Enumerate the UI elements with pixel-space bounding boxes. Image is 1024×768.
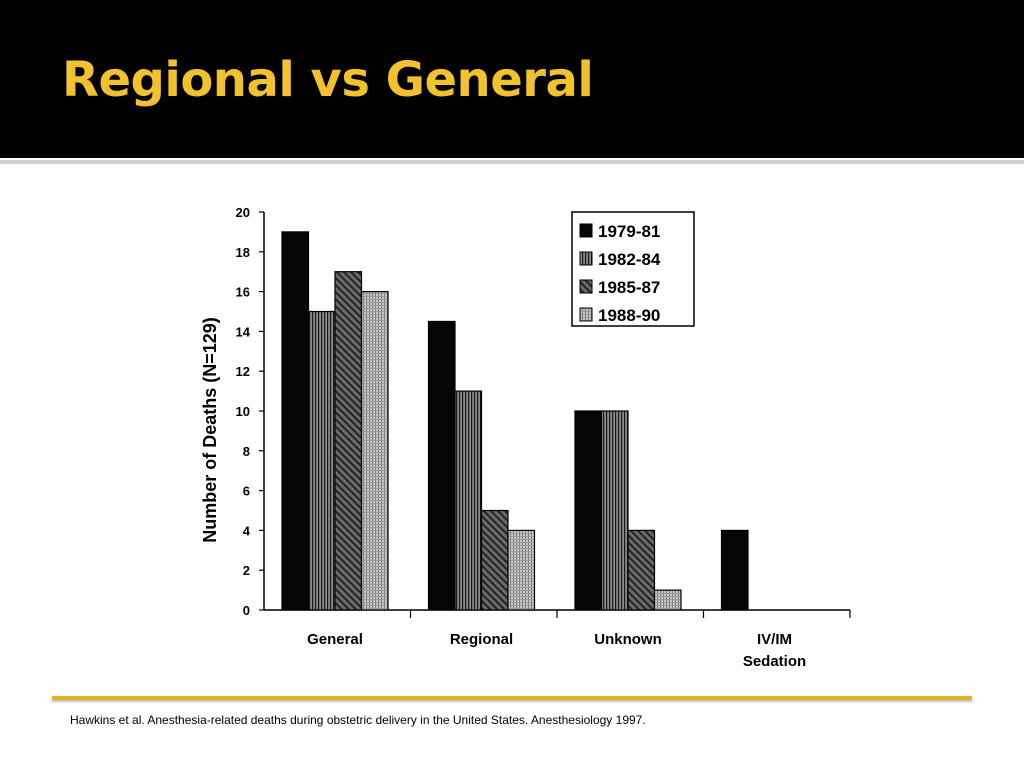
y-tick-label: 14: [236, 324, 251, 339]
y-tick-label: 12: [236, 364, 250, 379]
y-tick-label: 18: [236, 245, 250, 260]
y-tick-label: 4: [243, 523, 251, 538]
y-tick-label: 8: [243, 444, 250, 459]
legend-label: 1982-84: [598, 250, 661, 269]
x-tick-label: General: [307, 631, 363, 648]
legend-swatch: [579, 279, 593, 294]
bar-1979-81-general: [281, 231, 310, 611]
x-tick-label: Unknown: [594, 631, 662, 648]
bar-1982-84-unknown: [600, 410, 629, 611]
bar-1979-81-regional: [427, 320, 456, 611]
y-tick-label: 2: [243, 563, 250, 578]
y-tick-label: 10: [236, 404, 250, 419]
x-axis-labels: General Regional Unknown IV/IM Sedation: [307, 610, 851, 670]
legend-swatch: [579, 307, 593, 322]
legend-swatch: [579, 251, 593, 266]
bar-1988-90-regional: [507, 529, 536, 611]
legend-swatch: [579, 223, 593, 238]
bar-1985-87-general: [334, 271, 363, 611]
x-tick-label: IV/IM Sedation: [743, 631, 806, 670]
title-bar: [0, 0, 1024, 158]
y-tick-label: 16: [236, 285, 250, 300]
bar-group: [281, 231, 749, 611]
footer-divider: [52, 696, 972, 700]
y-axis-ticks: 0 2 4 6 8 10 12 14 16 18 20: [236, 205, 264, 618]
chart-legend: 1979-81 1982-84 1985-87 1988-90: [571, 211, 695, 327]
bar-1988-90-unknown: [653, 589, 682, 611]
bar-1985-87-unknown: [627, 529, 656, 611]
bar-1985-87-regional: [480, 509, 509, 611]
bar-1982-84-regional: [454, 390, 483, 611]
bar-1988-90-general: [360, 290, 389, 611]
x-tick-label: Regional: [450, 631, 513, 648]
y-tick-label: 20: [236, 205, 250, 220]
y-axis-label: Number of Deaths (N=129): [200, 317, 220, 543]
bar-1979-81-unknown: [574, 410, 603, 611]
legend-label: 1979-81: [598, 222, 660, 241]
citation-text: Hawkins et al. Anesthesia-related deaths…: [70, 713, 646, 727]
bar-chart: 0 2 4 6 8 10 12 14 16 18 20 General Regional Unknown…: [200, 205, 851, 670]
legend-label: 1988-90: [598, 306, 660, 325]
bar-1982-84-general: [307, 310, 336, 611]
chart-container: 0 2 4 6 8 10 12 14 16 18 20 General Regional Unknown…: [0, 170, 1024, 690]
y-tick-label: 0: [243, 603, 250, 618]
title-divider: [0, 160, 1024, 164]
bar-1979-81-iv-im-sedation: [720, 529, 749, 611]
legend-label: 1985-87: [598, 278, 660, 297]
y-tick-label: 6: [243, 484, 250, 499]
slide-title: Regional vs General: [62, 52, 594, 108]
